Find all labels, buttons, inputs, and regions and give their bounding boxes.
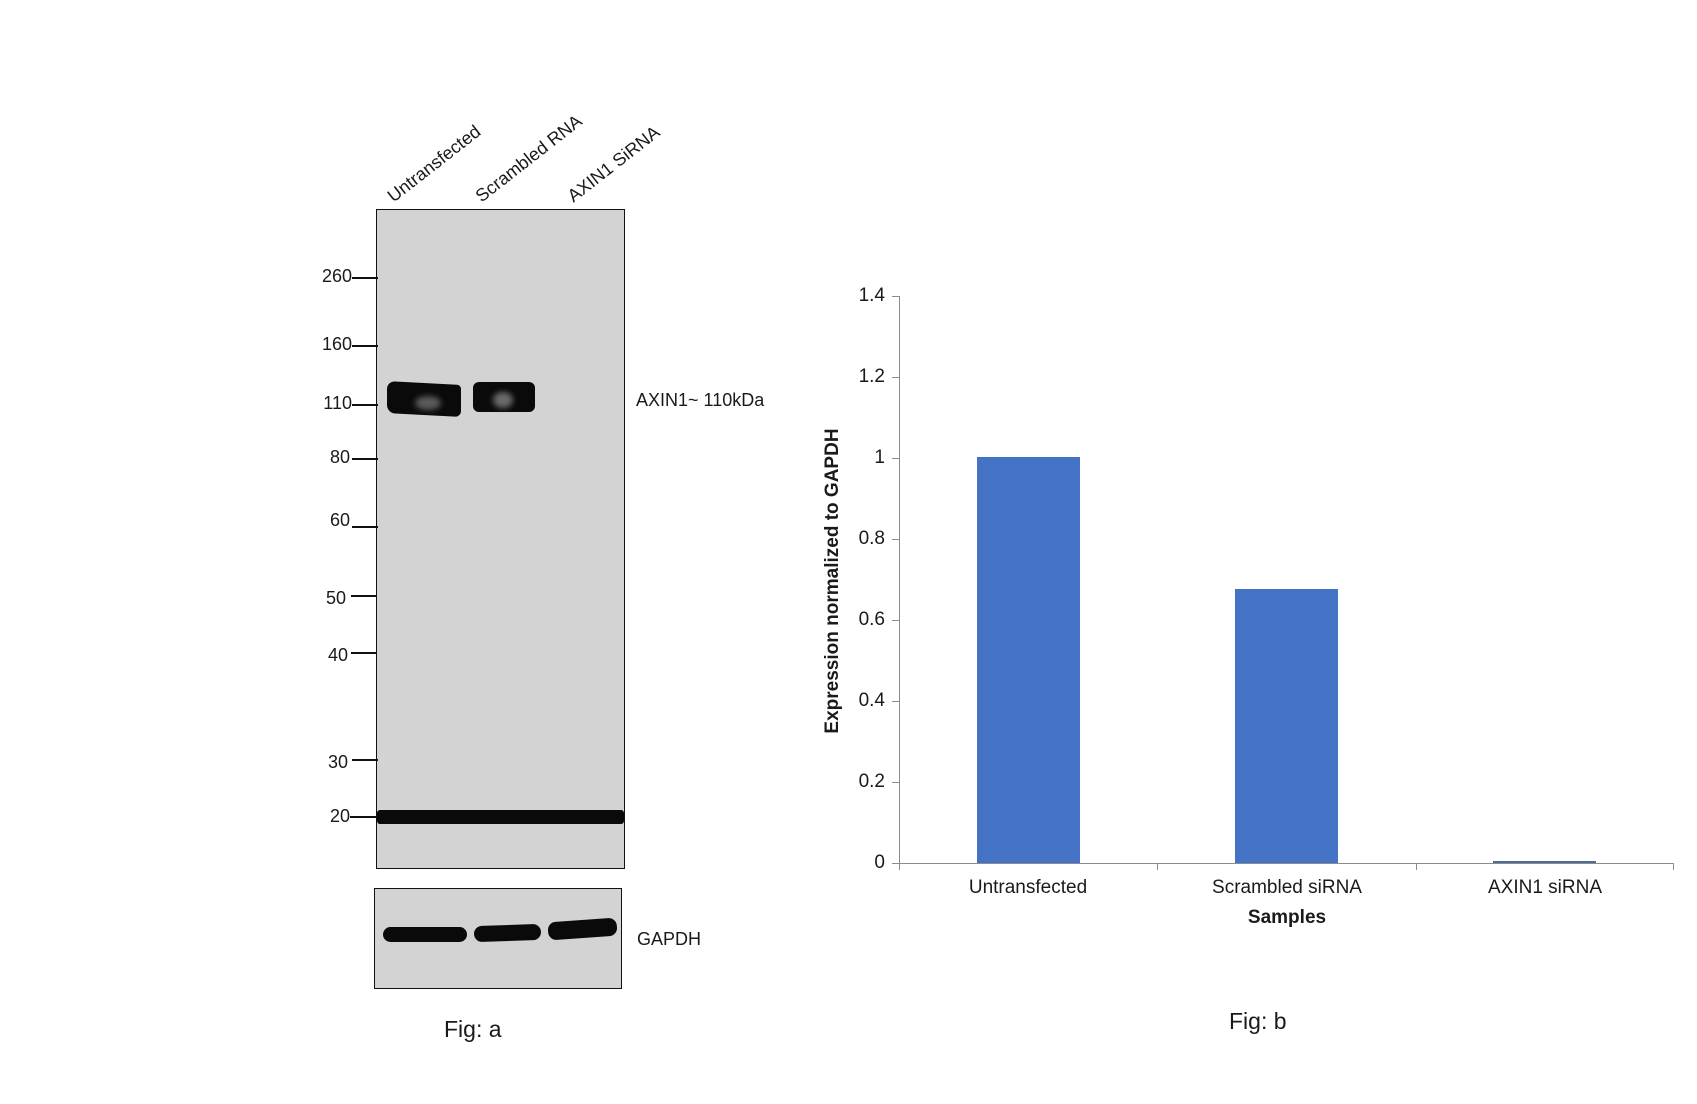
gapdh-band-lane2: [473, 923, 542, 943]
bar-scrambled-sirna: [1235, 589, 1338, 863]
mw-marker-tick: [351, 595, 377, 597]
y-tick-label: 1.4: [858, 285, 885, 306]
y-tick-label: 1: [874, 447, 885, 468]
x-tick: [1157, 863, 1158, 870]
x-tick: [1673, 863, 1674, 870]
y-axis-line: [899, 296, 900, 864]
y-tick-label: 0.2: [858, 771, 885, 792]
axin1-blot-panel: [376, 209, 625, 869]
y-tick: [892, 296, 899, 297]
mw-marker-label: 110: [323, 393, 352, 413]
x-tick: [899, 863, 900, 870]
y-tick: [892, 782, 899, 783]
x-category-label: Scrambled siRNA: [1212, 877, 1362, 898]
mw-marker-label: 20: [329, 806, 350, 826]
y-tick: [892, 863, 899, 864]
loading-control-label: GAPDH: [637, 929, 702, 949]
bar-untransfected: [977, 457, 1080, 863]
gapdh-band-lane3: [547, 917, 618, 941]
mw-marker-label: 160: [321, 334, 352, 354]
x-axis-title: Samples: [1247, 907, 1327, 928]
y-tick-label: 1.2: [858, 366, 885, 387]
y-tick-label: 0.6: [858, 609, 885, 630]
mw-marker-label: 60: [329, 510, 350, 530]
mw-marker-tick: [352, 277, 378, 279]
gapdh-band-lane1: [383, 927, 467, 942]
mw-marker-tick: [350, 816, 376, 818]
y-tick: [892, 377, 899, 378]
lane-label-axin1-sirna: AXIN1 SiRNA: [563, 121, 664, 206]
low-mw-band: [377, 810, 624, 824]
mw-marker-label: 50: [325, 588, 346, 608]
lane-label-untransfected: Untransfected: [383, 121, 485, 206]
mw-marker-tick: [352, 759, 378, 761]
mw-marker-tick: [351, 652, 377, 654]
mw-marker-tick: [352, 458, 378, 460]
mw-marker-tick: [352, 345, 378, 347]
mw-marker-label: 30: [327, 752, 348, 772]
mw-marker-label: 80: [329, 447, 350, 467]
x-category-label: AXIN1 siRNA: [1487, 877, 1603, 898]
x-tick: [1416, 863, 1417, 870]
y-tick: [892, 539, 899, 540]
y-tick-label: 0.4: [858, 690, 885, 711]
x-axis-line: [899, 863, 1674, 864]
mw-marker-label: 260: [321, 266, 352, 286]
y-tick: [892, 620, 899, 621]
mw-marker-tick: [352, 526, 378, 528]
x-category-label: Untransfected: [968, 877, 1088, 898]
mw-marker-label: 40: [327, 645, 348, 665]
y-tick: [892, 701, 899, 702]
y-tick-label: 0: [874, 852, 885, 873]
mw-marker-tick: [352, 404, 378, 406]
figure-b-caption: Fig: b: [1229, 1008, 1287, 1034]
y-tick: [892, 458, 899, 459]
gapdh-blot-panel: [374, 888, 622, 989]
figure-a-caption: Fig: a: [444, 1016, 502, 1042]
target-protein-label: AXIN1~ 110kDa: [636, 390, 765, 410]
y-tick-label: 0.8: [858, 528, 885, 549]
band-saturation-spot: [415, 396, 441, 410]
bar-axin1-sirna: [1493, 861, 1596, 863]
band-saturation-spot: [493, 392, 513, 408]
